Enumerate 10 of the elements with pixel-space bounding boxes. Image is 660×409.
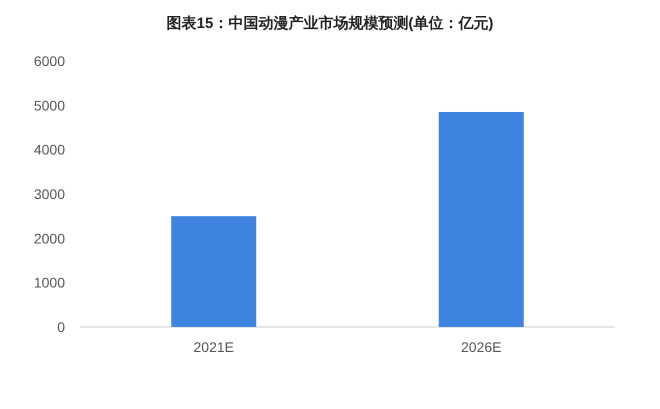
chart-title: 图表15：中国动漫产业市场规模预测(单位：亿元) bbox=[166, 14, 494, 32]
y-tick-label: 0 bbox=[57, 319, 66, 335]
y-tick-label: 6000 bbox=[34, 53, 66, 69]
y-tick-label: 1000 bbox=[34, 274, 66, 291]
x-tick-label: 2026E bbox=[461, 339, 502, 355]
y-tick-label: 3000 bbox=[34, 186, 66, 202]
y-tick-label: 5000 bbox=[34, 97, 66, 114]
y-tick-label: 2000 bbox=[34, 230, 66, 246]
x-tick-label: 2021E bbox=[194, 339, 234, 355]
y-tick-label: 4000 bbox=[34, 142, 66, 158]
